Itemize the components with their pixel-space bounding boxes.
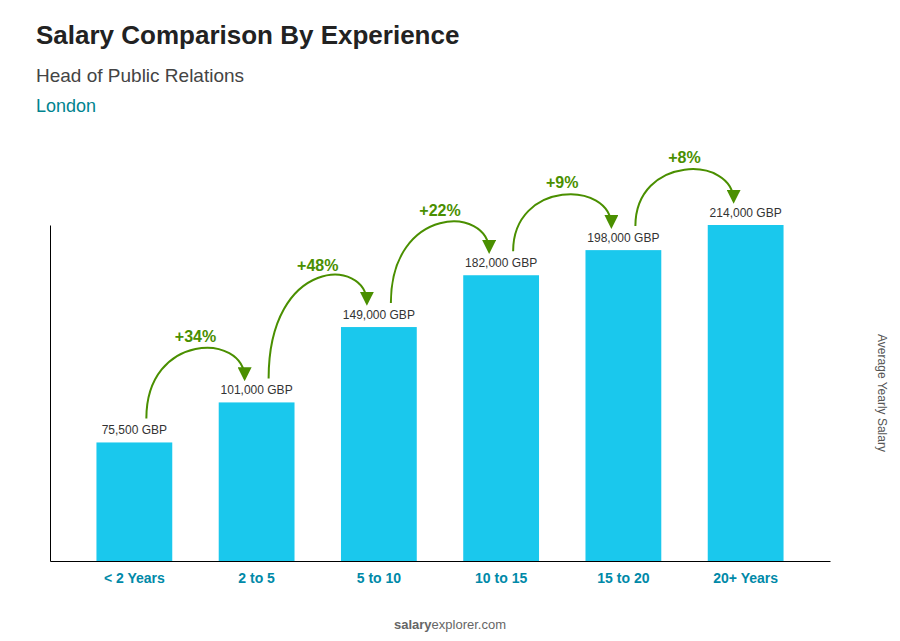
data-label: 214,000 GBP xyxy=(710,206,782,220)
y-axis-title: Average Yearly Salary xyxy=(875,334,889,452)
x-tick-label: 20+ Years xyxy=(713,570,778,586)
x-tick: 20+ Years xyxy=(713,570,778,586)
subtitle: Head of Public Relations xyxy=(36,65,244,86)
x-tick: 2 to 5 xyxy=(238,570,275,586)
data-labels: 75,500 GBP 101,000 GBP 149,000 GBP 182,000 … xyxy=(102,206,782,437)
annotation: +48% xyxy=(297,257,338,274)
city: London xyxy=(36,96,96,116)
x-axis: < 2 Years 2 to 5 5 to 10 10 to 15 15 to 20 20… xyxy=(51,562,831,586)
arrow xyxy=(146,348,244,419)
bar xyxy=(463,275,539,561)
annotations: +34% +48% +22% +9% +8% xyxy=(146,149,733,419)
footer-part: salary xyxy=(394,617,432,632)
annotation: +34% xyxy=(175,328,216,345)
bars xyxy=(96,225,783,561)
annotation: +22% xyxy=(419,202,460,219)
data-label: 198,000 GBP xyxy=(587,231,659,245)
data-label: 75,500 GBP xyxy=(102,423,167,437)
x-tick-label: 5 to 10 xyxy=(357,570,402,586)
annotation: +9% xyxy=(546,174,578,191)
bar xyxy=(341,327,417,561)
bar xyxy=(219,402,295,561)
annotation: +8% xyxy=(668,149,700,166)
x-tick-label: 2 to 5 xyxy=(238,570,275,586)
arrow xyxy=(269,275,367,379)
x-tick: 10 to 15 xyxy=(475,570,527,586)
bar xyxy=(585,250,661,561)
y-axis xyxy=(50,226,51,562)
plot: < 2 Years 2 to 5 5 to 10 10 to 15 15 to 20 20… xyxy=(51,149,831,586)
x-tick: < 2 Years xyxy=(104,570,165,586)
x-tick-label: 15 to 20 xyxy=(597,570,649,586)
footer-part: explorer.com xyxy=(432,617,506,632)
chart: Salary Comparison By Experience Head of P… xyxy=(0,0,900,641)
y-axis-line xyxy=(50,226,51,562)
data-label: 182,000 GBP xyxy=(465,256,537,270)
bar xyxy=(708,225,784,561)
data-label: 101,000 GBP xyxy=(221,383,293,397)
arrow xyxy=(391,221,489,303)
arrow xyxy=(635,169,733,226)
data-label: 149,000 GBP xyxy=(343,308,415,322)
x-tick: 5 to 10 xyxy=(357,570,402,586)
x-tick-label: 10 to 15 xyxy=(475,570,527,586)
x-tick: 15 to 20 xyxy=(597,570,649,586)
bar xyxy=(96,442,172,561)
x-tick-label: < 2 Years xyxy=(104,570,165,586)
x-axis-line xyxy=(51,561,831,562)
title: Salary Comparison By Experience xyxy=(36,20,459,50)
footer: salaryexplorer.com xyxy=(394,617,506,632)
arrow xyxy=(513,194,611,251)
